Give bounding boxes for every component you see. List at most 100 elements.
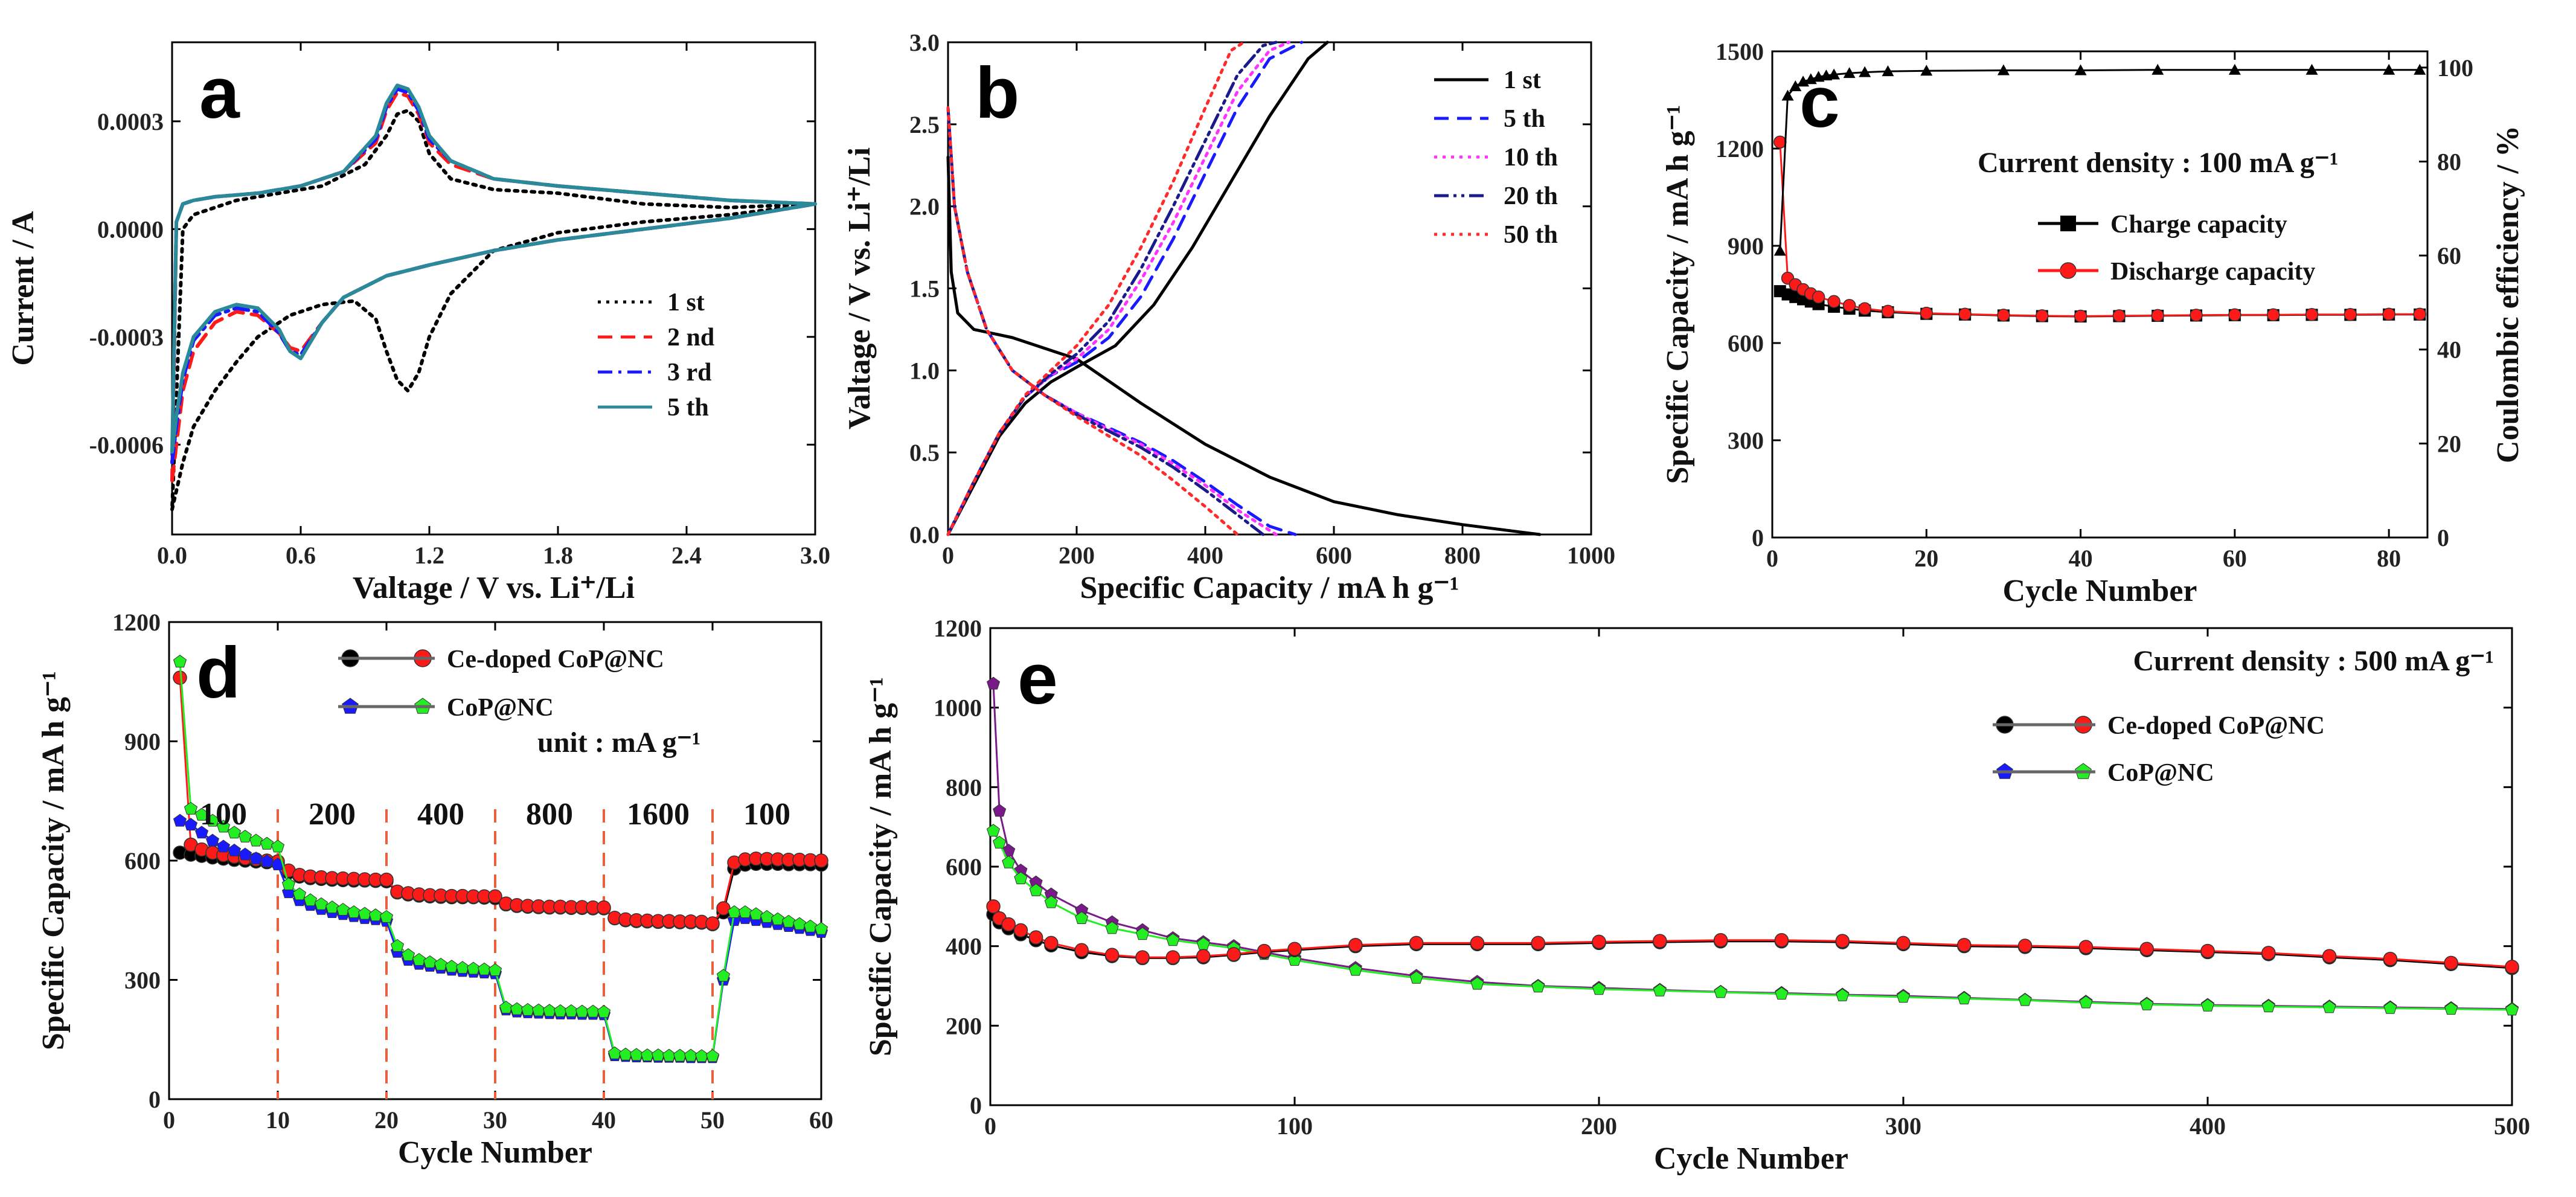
y-tick-label: 3.0 — [909, 29, 940, 56]
y2-tick-label: 40 — [2437, 336, 2461, 364]
x-tick-label: 0.6 — [286, 542, 316, 569]
data-point-e — [2322, 1000, 2336, 1013]
legend-label-d: CoP@NC — [447, 694, 554, 722]
rate-label: 400 — [417, 797, 464, 832]
data-point-c — [1859, 66, 1871, 77]
data-point-d — [216, 839, 231, 853]
data-point-e — [2322, 949, 2337, 963]
data-point-d — [814, 853, 828, 868]
data-point-e — [1592, 934, 1606, 949]
cv-curve-5th — [170, 83, 817, 454]
data-point-c — [2413, 307, 2426, 321]
discharge-curve-10th — [946, 106, 1278, 536]
data-point-e — [1531, 980, 1545, 993]
data-point-d — [499, 1000, 513, 1013]
data-point-c — [2190, 309, 2203, 322]
y-tick-label: 600 — [124, 847, 161, 874]
data-point-d — [184, 801, 198, 815]
data-point-d — [194, 826, 209, 839]
data-point-d — [716, 901, 731, 916]
data-point-d — [684, 1048, 698, 1062]
legend-label-b: 5 th — [1504, 105, 1545, 133]
data-point-d — [814, 922, 828, 935]
data-point-d — [347, 905, 361, 918]
charge-curve-1st — [946, 40, 1329, 536]
discharge-curve-1st — [946, 155, 1542, 536]
data-point-d — [260, 854, 274, 867]
y-tick-label: 800 — [946, 774, 982, 801]
x-tick-label: 40 — [592, 1106, 616, 1134]
data-point-e — [1013, 923, 1028, 938]
plot-frame-c — [1771, 50, 2429, 539]
data-point-e — [1653, 983, 1667, 996]
data-point-e — [1104, 948, 1120, 962]
data-point-c — [2036, 309, 2049, 323]
y-tick-label: 600 — [1728, 330, 1764, 357]
data-point-e — [1257, 943, 1272, 958]
series-line-e — [992, 913, 2513, 969]
data-point-e — [2261, 1000, 2275, 1013]
rate-label: 200 — [309, 797, 356, 832]
data-point-c — [2151, 309, 2164, 323]
data-point-d — [434, 957, 448, 971]
data-point-c — [1920, 65, 1933, 76]
data-point-c — [2382, 307, 2395, 321]
data-point-d — [423, 955, 437, 968]
data-point-d — [781, 914, 796, 928]
data-point-d — [618, 1047, 633, 1061]
x-tick-label: 400 — [1187, 542, 1223, 569]
data-point-d — [260, 836, 274, 850]
x-tick-label: 60 — [2223, 545, 2247, 572]
legend-label-b: 20 th — [1504, 182, 1558, 210]
series-line-e — [992, 905, 2513, 968]
panel-label-a: a — [199, 53, 240, 133]
data-point-e — [1001, 917, 1016, 932]
data-point-d — [455, 961, 470, 974]
data-point-d — [205, 814, 220, 827]
x-tick-label: 2.4 — [671, 542, 702, 569]
y-tick-label: 1200 — [1716, 135, 1764, 162]
data-point-c — [1997, 309, 2010, 322]
panel-label-b: b — [975, 53, 1019, 133]
data-point-d — [173, 655, 187, 668]
data-point-e — [1075, 911, 1089, 924]
data-point-e — [2200, 998, 2215, 1012]
x-tick-label: 200 — [1059, 542, 1095, 569]
x-tick-label: 500 — [2494, 1112, 2530, 1140]
y-tick-label: 300 — [124, 967, 161, 994]
y2-tick-label: 80 — [2437, 148, 2461, 175]
data-point-d — [531, 1003, 546, 1016]
legend-label-a: 1 st — [667, 289, 705, 316]
data-point-d — [184, 818, 198, 831]
x-tick-label: 60 — [809, 1106, 833, 1134]
y2-tick-label: 0 — [2437, 524, 2449, 551]
x-tick-label: 80 — [2377, 545, 2401, 572]
data-point-e — [2261, 946, 2276, 960]
x-tick-label: 100 — [1277, 1112, 1313, 1140]
data-point-e — [1165, 950, 1181, 964]
rate-label: 800 — [526, 797, 573, 832]
series-line-e — [992, 830, 2513, 1011]
legend-label-b: 50 th — [1504, 221, 1558, 249]
data-point-e — [1135, 950, 1150, 964]
y-tick-label: 900 — [124, 728, 161, 756]
discharge-curve-20th — [946, 106, 1265, 536]
data-point-c — [2074, 309, 2087, 323]
data-point-e — [1226, 947, 1241, 961]
legend-label-e: CoP@NC — [2107, 759, 2214, 787]
data-point-d — [792, 917, 807, 930]
data-point-e — [1775, 987, 1789, 1000]
data-point-e — [2140, 997, 2154, 1010]
y-axis-label-a: Current / A — [6, 211, 40, 366]
data-point-d — [379, 872, 394, 887]
data-point-d — [521, 1003, 535, 1016]
data-point-e — [1470, 977, 1484, 990]
data-point-c — [2074, 64, 2087, 75]
x-tick-label: 50 — [700, 1106, 725, 1134]
y2-tick-label: 20 — [2437, 430, 2461, 457]
x-tick-label: 30 — [483, 1106, 507, 1134]
current-density-note-c: Current density : 100 mA g⁻¹ — [1978, 147, 2339, 179]
data-point-d — [194, 807, 209, 821]
rate-label: 100 — [200, 797, 247, 832]
y2-tick-label: 60 — [2437, 242, 2461, 269]
